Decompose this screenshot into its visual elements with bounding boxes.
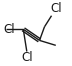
Text: Cl: Cl xyxy=(50,2,62,15)
Text: Cl: Cl xyxy=(4,23,15,36)
Text: Cl: Cl xyxy=(21,51,33,64)
